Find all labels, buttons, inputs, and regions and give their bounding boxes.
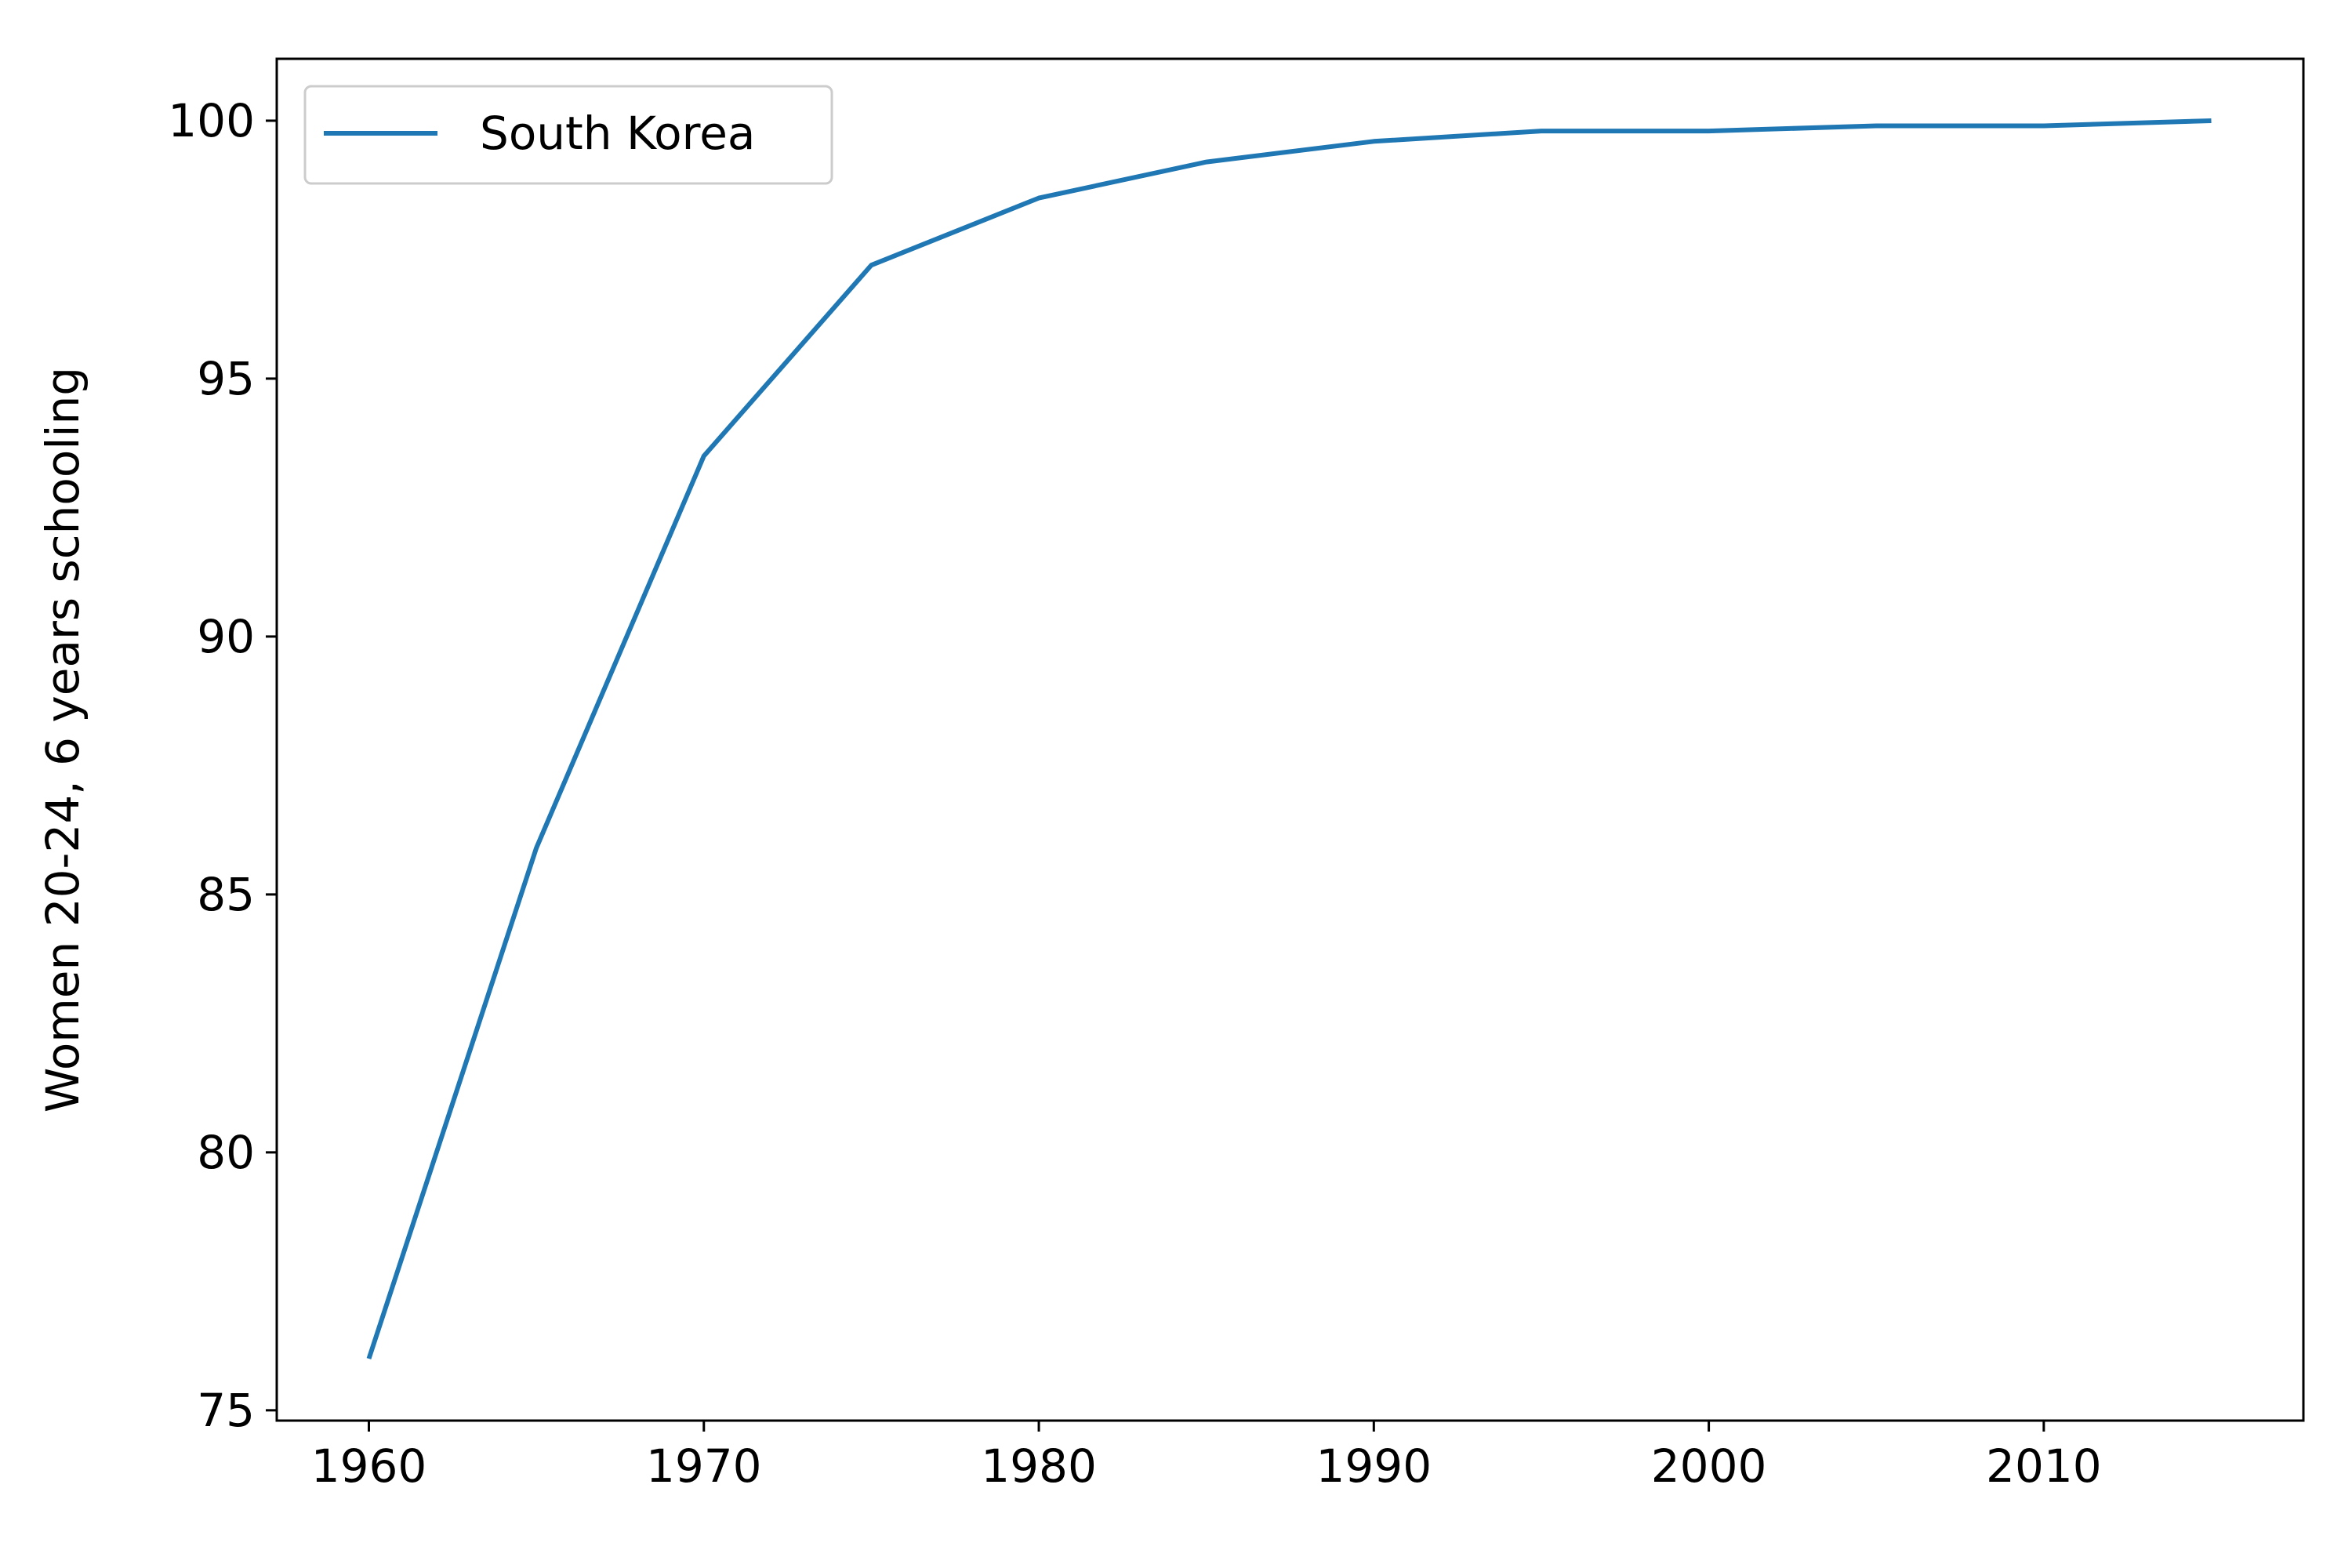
y-axis-title: Women 20-24, 6 years schooling xyxy=(36,367,89,1112)
x-tick-label: 2000 xyxy=(1651,1439,1767,1493)
legend-label-south-korea: South Korea xyxy=(480,107,755,160)
x-axis: 1960 1970 1980 1990 2000 2010 xyxy=(311,1421,2102,1493)
x-tick-label: 2010 xyxy=(1986,1439,2102,1493)
y-tick-label: 85 xyxy=(197,868,255,921)
y-tick-label: 90 xyxy=(197,610,255,663)
x-tick-label: 1960 xyxy=(311,1439,427,1493)
x-tick-label: 1970 xyxy=(646,1439,762,1493)
y-axis: 75 80 85 90 95 100 xyxy=(168,94,277,1437)
y-tick-label: 80 xyxy=(197,1126,255,1179)
y-tick-label: 100 xyxy=(168,94,255,147)
y-tick-label: 95 xyxy=(197,352,255,405)
x-tick-label: 1990 xyxy=(1316,1439,1432,1493)
legend-box xyxy=(303,85,833,185)
series-layer xyxy=(366,118,2212,1359)
axes-frame xyxy=(275,57,2305,1422)
series-line-south-korea xyxy=(366,118,2212,1359)
x-tick-label: 1980 xyxy=(981,1439,1097,1493)
y-tick-label: 75 xyxy=(197,1384,255,1437)
legend: South Korea xyxy=(303,85,833,185)
